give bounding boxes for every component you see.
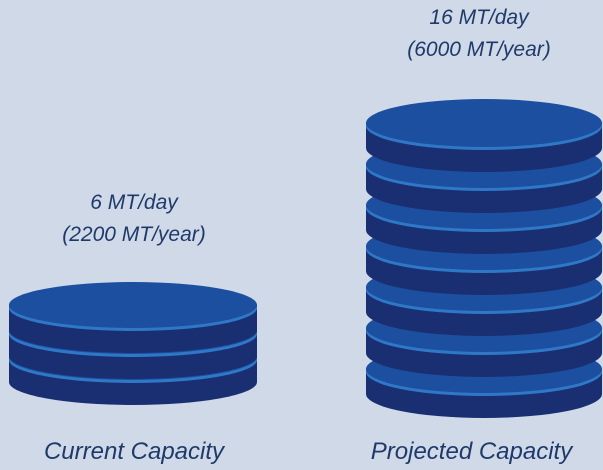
current-capacity-stack — [9, 282, 257, 405]
current-disk-3 — [9, 282, 257, 353]
projected-disk-7 — [366, 99, 602, 172]
projected-capacity-caption: Projected Capacity — [370, 438, 573, 465]
current-capacity-value: 6 MT/day (2200 MT/year) — [0, 187, 268, 251]
current-capacity-caption: Current Capacity — [43, 438, 225, 465]
projected-yearly-label: (6000 MT/year) — [407, 38, 551, 61]
projected-daily-label: 16 MT/day — [429, 6, 529, 29]
current-daily-label: 6 MT/day — [90, 191, 178, 214]
projected-capacity-value: 16 MT/day (6000 MT/year) — [355, 2, 603, 66]
current-yearly-label: (2200 MT/year) — [62, 223, 206, 246]
projected-capacity-stack — [366, 99, 602, 418]
